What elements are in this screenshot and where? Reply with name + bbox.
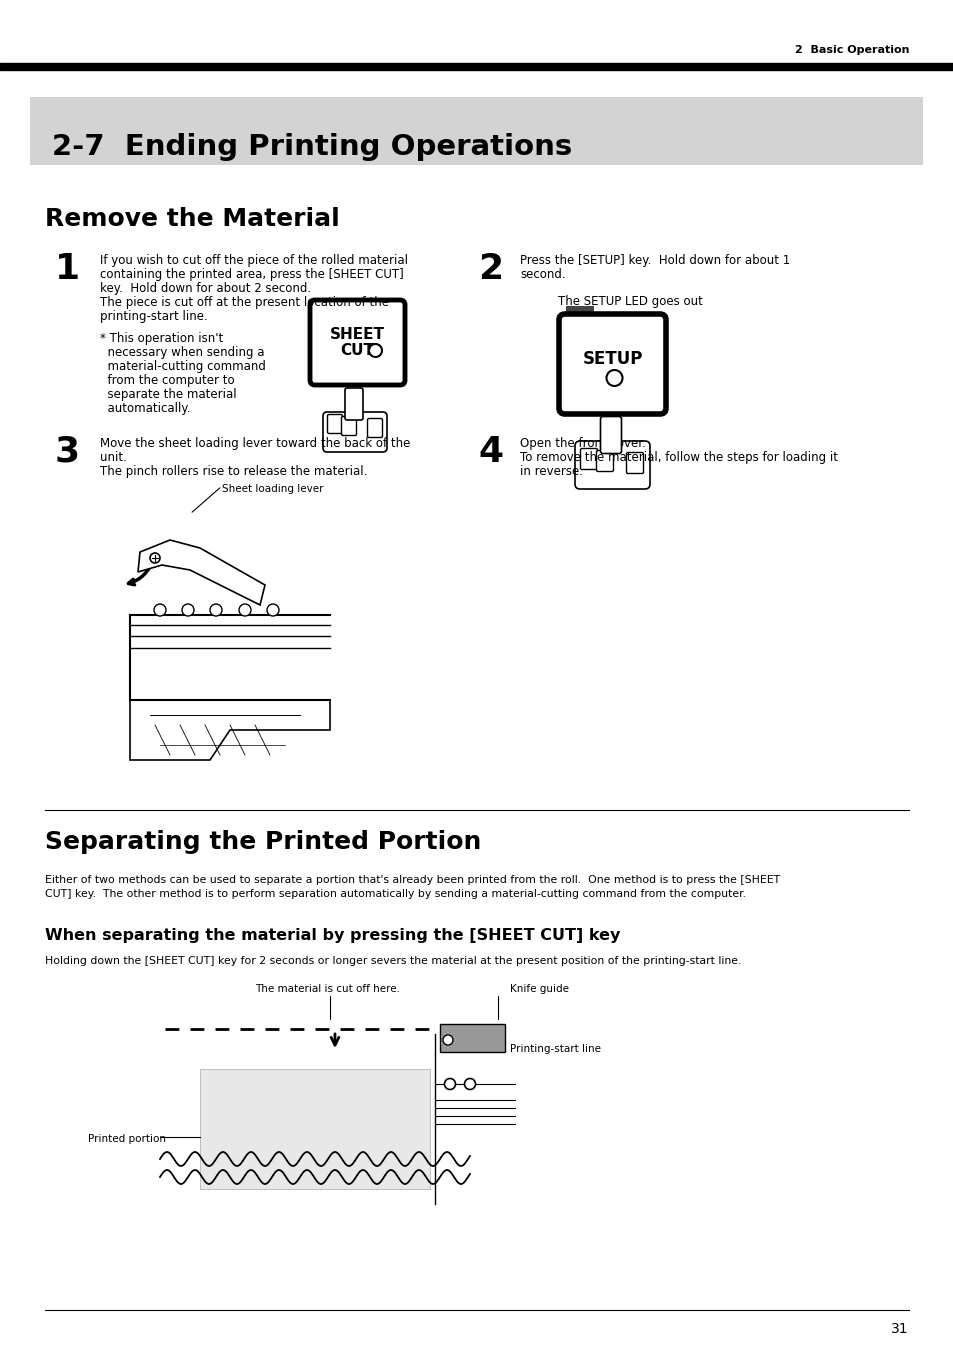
- Text: unit.: unit.: [100, 451, 127, 463]
- Text: CUT] key.  The other method is to perform separation automatically by sending a : CUT] key. The other method is to perform…: [45, 889, 745, 898]
- Bar: [30, 97, 923, 165]
- FancyBboxPatch shape: [345, 388, 363, 420]
- Text: 3: 3: [55, 435, 80, 469]
- Text: in reverse.: in reverse.: [519, 465, 582, 478]
- Text: material-cutting command: material-cutting command: [100, 359, 266, 373]
- Circle shape: [464, 1078, 475, 1089]
- Text: 4: 4: [477, 435, 502, 469]
- Text: Remove the Material: Remove the Material: [45, 207, 339, 231]
- Circle shape: [153, 604, 166, 616]
- Text: When separating the material by pressing the [SHEET CUT] key: When separating the material by pressing…: [45, 928, 619, 943]
- Text: from the computer to: from the computer to: [100, 374, 234, 386]
- Text: CUT: CUT: [340, 343, 375, 358]
- FancyBboxPatch shape: [579, 449, 597, 470]
- Text: The pinch rollers rise to release the material.: The pinch rollers rise to release the ma…: [100, 465, 367, 478]
- FancyBboxPatch shape: [310, 300, 405, 385]
- Text: automatically.: automatically.: [100, 403, 191, 415]
- Bar: [439, 1024, 504, 1052]
- Text: * This operation isn't: * This operation isn't: [100, 332, 223, 345]
- FancyBboxPatch shape: [558, 313, 665, 413]
- Circle shape: [239, 604, 251, 616]
- FancyBboxPatch shape: [626, 453, 643, 473]
- Text: second.: second.: [519, 267, 565, 281]
- Text: Press the [SETUP] key.  Hold down for about 1: Press the [SETUP] key. Hold down for abo…: [519, 254, 789, 267]
- Text: To remove the material, follow the steps for loading it: To remove the material, follow the steps…: [519, 451, 837, 463]
- Circle shape: [442, 1035, 453, 1046]
- FancyBboxPatch shape: [327, 415, 342, 434]
- Polygon shape: [130, 700, 330, 761]
- Text: Separating the Printed Portion: Separating the Printed Portion: [45, 830, 481, 854]
- FancyBboxPatch shape: [323, 412, 387, 453]
- Text: Printed portion: Printed portion: [88, 1133, 166, 1144]
- Text: 2  Basic Operation: 2 Basic Operation: [795, 45, 909, 55]
- Circle shape: [182, 604, 193, 616]
- FancyBboxPatch shape: [575, 440, 649, 489]
- Text: The piece is cut off at the present location of the: The piece is cut off at the present loca…: [100, 296, 389, 309]
- Text: containing the printed area, press the [SHEET CUT]: containing the printed area, press the […: [100, 267, 403, 281]
- Circle shape: [210, 604, 222, 616]
- Text: SETUP: SETUP: [581, 350, 642, 367]
- Text: printing-start line.: printing-start line.: [100, 309, 208, 323]
- Text: Knife guide: Knife guide: [510, 984, 568, 994]
- Text: necessary when sending a: necessary when sending a: [100, 346, 264, 359]
- Text: Either of two methods can be used to separate a portion that's already been prin: Either of two methods can be used to sep…: [45, 875, 780, 885]
- Text: If you wish to cut off the piece of the rolled material: If you wish to cut off the piece of the …: [100, 254, 408, 267]
- Text: key.  Hold down for about 2 second.: key. Hold down for about 2 second.: [100, 282, 311, 295]
- Text: 1: 1: [55, 253, 80, 286]
- Text: Sheet loading lever: Sheet loading lever: [222, 484, 323, 494]
- Circle shape: [606, 370, 622, 386]
- FancyBboxPatch shape: [599, 416, 620, 454]
- Text: Move the sheet loading lever toward the back of the: Move the sheet loading lever toward the …: [100, 436, 410, 450]
- Text: SHEET: SHEET: [330, 327, 385, 342]
- Text: Printing-start line: Printing-start line: [510, 1044, 600, 1054]
- Text: The SETUP LED goes out: The SETUP LED goes out: [558, 295, 702, 308]
- Bar: [565, 305, 594, 313]
- Text: 2-7  Ending Printing Operations: 2-7 Ending Printing Operations: [52, 132, 572, 161]
- FancyBboxPatch shape: [596, 450, 613, 471]
- Text: The material is cut off here.: The material is cut off here.: [254, 984, 399, 994]
- Text: 31: 31: [890, 1323, 908, 1336]
- Circle shape: [444, 1078, 455, 1089]
- Circle shape: [267, 604, 278, 616]
- FancyBboxPatch shape: [367, 419, 382, 438]
- Text: separate the material: separate the material: [100, 388, 236, 401]
- Text: Open the front cover.: Open the front cover.: [519, 436, 645, 450]
- Bar: [200, 1069, 430, 1189]
- Circle shape: [150, 553, 160, 563]
- Text: 2: 2: [477, 253, 502, 286]
- Polygon shape: [138, 540, 265, 605]
- FancyBboxPatch shape: [341, 416, 356, 435]
- Text: Holding down the [SHEET CUT] key for 2 seconds or longer severs the material at : Holding down the [SHEET CUT] key for 2 s…: [45, 957, 740, 966]
- Circle shape: [369, 345, 381, 357]
